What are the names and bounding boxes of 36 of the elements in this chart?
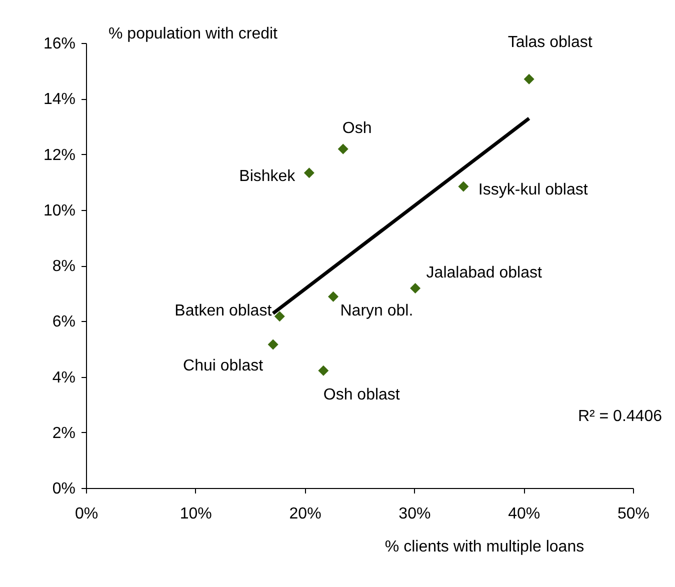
y-tick-label: 14% [43, 91, 76, 108]
y-tick-label: 6% [52, 314, 76, 331]
point [524, 74, 534, 84]
x-tick-label: 40% [508, 506, 540, 522]
y-tick-label: 8% [52, 258, 76, 275]
point [304, 168, 314, 178]
x-tick-label: 10% [180, 506, 212, 522]
point [458, 181, 469, 192]
annotation: Naryn obl. [340, 302, 414, 320]
annotation: Osh [342, 120, 372, 137]
y-tick-label: 12% [43, 146, 76, 164]
y-tick-label: 10% [43, 202, 76, 220]
annotation: R² = 0.4406 [578, 408, 662, 425]
point [318, 365, 329, 376]
annotation: Issyk-kul oblast [478, 182, 588, 199]
annotation: Jalalabad oblast [426, 264, 542, 282]
point [410, 283, 421, 294]
annotation: Chui oblast [183, 357, 264, 374]
x-tick-label: 30% [398, 506, 431, 522]
y-tick-label: 0% [52, 480, 76, 498]
annotation: Talas oblast [508, 34, 593, 52]
y-axis-title: % population with credit [108, 26, 278, 42]
x-axis-title: % clients with multiple loans [384, 538, 584, 556]
point [274, 311, 285, 322]
y-tick-label: 16% [43, 36, 76, 52]
annotation: Bishkek [239, 168, 296, 185]
x-tick-label: 50% [617, 506, 650, 522]
y-tick-label: 4% [52, 369, 76, 386]
x-tick-label: 20% [289, 506, 322, 522]
point [268, 339, 278, 350]
annotation: Osh oblast [323, 386, 400, 404]
y-tick-label: 2% [52, 424, 76, 442]
point [338, 144, 348, 154]
annotation: Batken oblast [174, 302, 272, 320]
x-tick-label: 0% [74, 506, 98, 522]
point [328, 291, 338, 302]
